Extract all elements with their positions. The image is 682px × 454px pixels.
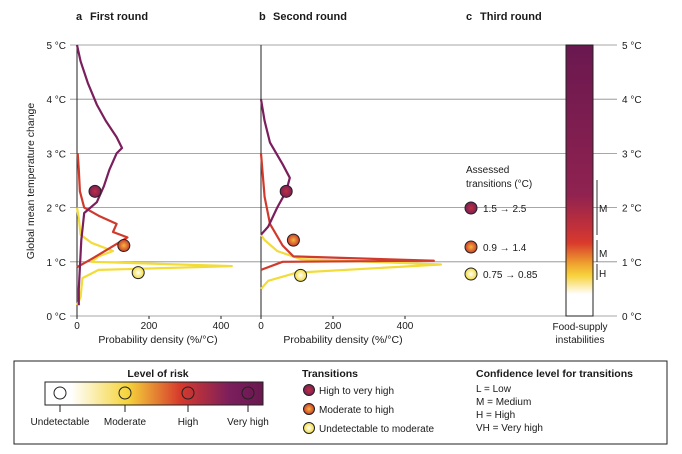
y-tick-label-right: 1 °C	[622, 258, 642, 269]
x-tick-label: 200	[325, 321, 342, 332]
y-tick-label: 1 °C	[46, 258, 66, 269]
y-axis-label: Global mean temperature change	[25, 103, 37, 260]
transition-marker	[131, 266, 145, 280]
svg-text:1.5 → 2.5: 1.5 → 2.5	[483, 204, 527, 215]
transition-marker	[117, 239, 131, 253]
svg-text:L = Low: L = Low	[476, 384, 512, 395]
svg-text:M: M	[599, 204, 607, 215]
transition-markers-panel-a	[88, 184, 145, 280]
legend-risk: Level of risk Undetectable Moderate High…	[31, 368, 269, 428]
x-tick-label: 200	[141, 321, 158, 332]
y-tick-label: 4 °C	[46, 95, 66, 106]
x-tick-label: 0	[258, 321, 264, 332]
svg-text:M: M	[599, 249, 607, 260]
y-tick-label: 0 °C	[46, 312, 66, 323]
curves-panel-a	[75, 44, 233, 306]
y-tick-label: 5 °C	[46, 41, 66, 52]
svg-text:Transitions: Transitions	[302, 368, 358, 380]
svg-text:c: c	[466, 11, 472, 23]
transition-markers-panel-b	[279, 184, 308, 282]
series-very-high	[75, 44, 124, 306]
y-tick-label-right: 0 °C	[622, 312, 642, 323]
transition-marker	[294, 268, 308, 282]
series-high	[259, 153, 435, 271]
transition-marker	[88, 184, 102, 198]
svg-text:M = Medium: M = Medium	[476, 397, 531, 408]
svg-text:H: H	[599, 269, 606, 280]
bar-label-line2: instabilities	[556, 335, 605, 346]
legend-transitions: Transitions High to very high Moderate t…	[302, 368, 435, 435]
svg-text:a: a	[76, 11, 83, 23]
risk-level-high: High	[178, 417, 199, 428]
x-tick-label: 400	[213, 321, 230, 332]
confidence-brackets: M M H	[596, 180, 607, 280]
svg-text:Second round: Second round	[273, 11, 347, 23]
transition-marker	[286, 233, 300, 247]
bar-label-line1: Food-supply	[552, 322, 607, 333]
svg-text:Third round: Third round	[480, 11, 542, 23]
gridlines	[70, 44, 617, 317]
series-moderate	[75, 207, 233, 306]
panel-c-title: c Third round	[466, 11, 542, 23]
y-tick-label: 2 °C	[46, 204, 66, 215]
risk-level-very-high: Very high	[227, 417, 269, 428]
svg-text:H = High: H = High	[476, 410, 515, 421]
y-tick-label-right: 4 °C	[622, 95, 642, 106]
risk-gradient-bar	[44, 381, 264, 406]
transition-legend-high: Moderate to high	[319, 405, 394, 416]
svg-text:Confidence level for transitio: Confidence level for transitions	[476, 368, 633, 380]
transition-legend-very-high: High to very high	[319, 386, 394, 397]
panel-b-title: b Second round	[259, 11, 347, 23]
svg-text:VH = Very high: VH = Very high	[476, 423, 543, 434]
svg-text:b: b	[259, 11, 266, 23]
svg-text:Level of risk: Level of risk	[127, 368, 188, 380]
y-tick-label-right: 3 °C	[622, 149, 642, 160]
y-tick-label-right: 5 °C	[622, 41, 642, 52]
panel-a-title: a First round	[76, 11, 148, 23]
curves-panel-b	[259, 99, 443, 290]
assessed-title-line2: transitions (°C)	[466, 179, 532, 190]
x-axis-label-a: Probability density (%/°C)	[98, 334, 217, 346]
x-ticks-panel-b: 0 200 400	[258, 316, 414, 332]
legend-confidence: Confidence level for transitions L = Low…	[476, 368, 633, 434]
assessed-title-line1: Assessed	[466, 165, 509, 176]
x-ticks-panel-a: 0 200 400	[74, 316, 230, 332]
y-ticks-right: 0 °C 1 °C 2 °C 3 °C 4 °C 5 °C	[622, 41, 642, 323]
risk-level-moderate: Moderate	[104, 417, 147, 428]
y-tick-label: 3 °C	[46, 149, 66, 160]
transition-marker	[279, 184, 293, 198]
svg-text:0.9 → 1.4: 0.9 → 1.4	[483, 243, 527, 254]
series-very-high	[259, 99, 291, 236]
risk-level-undetectable: Undetectable	[31, 417, 90, 428]
assessed-item-moderate: 0.75 → 0.85	[464, 267, 538, 281]
x-tick-label: 400	[397, 321, 414, 332]
svg-text:First round: First round	[90, 11, 148, 23]
x-tick-label: 0	[74, 321, 80, 332]
food-supply-bar	[565, 44, 594, 317]
y-ticks-left: 0 °C 1 °C 2 °C 3 °C 4 °C 5 °C	[46, 41, 66, 323]
assessed-item-high: 0.9 → 1.4	[464, 240, 527, 254]
transition-legend-moderate: Undetectable to moderate	[319, 424, 435, 435]
assessed-item-very-high: 1.5 → 2.5	[464, 201, 527, 215]
svg-text:0.75 → 0.85: 0.75 → 0.85	[483, 270, 538, 281]
y-tick-label-right: 2 °C	[622, 204, 642, 215]
series-high	[76, 153, 129, 269]
x-axis-label-b: Probability density (%/°C)	[283, 334, 402, 346]
